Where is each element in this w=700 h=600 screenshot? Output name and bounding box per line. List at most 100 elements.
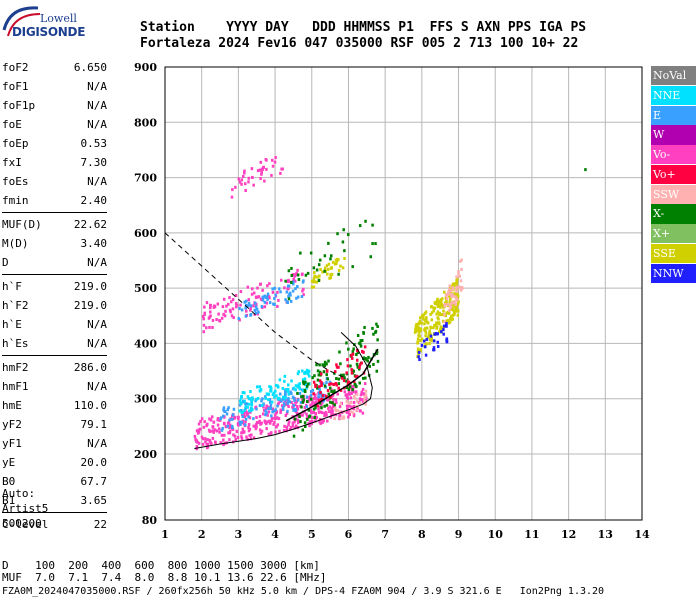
echo-point: [436, 316, 439, 320]
echo-point: [333, 403, 336, 407]
echo-point: [448, 294, 451, 298]
echo-point: [209, 310, 212, 314]
echo-point: [430, 305, 433, 309]
artist-mode: Auto:: [2, 487, 36, 500]
echo-point: [355, 362, 359, 366]
echo-point: [350, 368, 353, 372]
echo-point: [315, 400, 318, 404]
param-value: 79.1: [80, 418, 108, 431]
echo-point: [326, 272, 329, 276]
echo-point: [329, 395, 332, 399]
echo-point: [351, 350, 355, 354]
echo-point: [321, 382, 325, 386]
echo-point: [286, 284, 290, 288]
echo-point: [433, 301, 437, 305]
echo-point: [423, 322, 426, 326]
echo-point: [446, 311, 450, 315]
echo-point: [352, 412, 356, 416]
echo-point: [337, 386, 340, 390]
echo-point: [363, 399, 366, 403]
echo-point: [294, 403, 297, 407]
echo-point: [420, 321, 424, 325]
echo-point: [435, 332, 439, 336]
echo-point: [352, 347, 355, 351]
echo-point: [238, 409, 241, 413]
echo-point: [258, 428, 262, 432]
echo-point: [261, 298, 265, 302]
echo-point: [445, 299, 448, 303]
echo-point: [298, 415, 301, 419]
echo-point: [347, 387, 351, 391]
echo-point: [332, 397, 335, 401]
echo-point: [312, 271, 316, 275]
echo-point: [455, 290, 458, 294]
echo-point: [309, 251, 313, 255]
logo-swoosh-icon: [2, 6, 41, 37]
echo-point: [449, 287, 452, 291]
echo-point: [460, 267, 463, 271]
echo-point: [424, 326, 427, 330]
echo-point: [376, 338, 379, 342]
echo-point: [245, 435, 248, 439]
echo-point: [216, 302, 220, 306]
echo-point: [255, 397, 258, 401]
echo-point: [244, 404, 248, 408]
echo-point: [352, 394, 356, 398]
echo-point: [347, 412, 351, 416]
echo-point: [240, 412, 244, 416]
echo-point: [202, 330, 206, 334]
echo-point: [234, 301, 238, 305]
echo-point: [271, 290, 275, 294]
echo-point: [325, 381, 328, 385]
echo-point: [211, 436, 215, 440]
echo-point: [203, 305, 206, 309]
echo-point: [287, 399, 290, 403]
echo-point: [222, 408, 225, 412]
echo-point: [364, 376, 367, 380]
param-value: 67.7: [80, 475, 108, 488]
echo-point: [285, 425, 289, 429]
echo-point: [283, 424, 286, 428]
echo-point: [274, 293, 277, 297]
echo-point: [355, 353, 358, 357]
echo-point: [301, 397, 304, 401]
echo-point: [317, 407, 320, 411]
echo-point: [435, 302, 439, 306]
echo-point: [424, 310, 428, 314]
echo-point: [345, 404, 349, 408]
echo-point: [443, 304, 446, 308]
echo-point: [238, 307, 241, 311]
echo-point: [359, 393, 363, 397]
echo-point: [376, 325, 379, 329]
echo-point: [245, 309, 248, 313]
echo-point: [251, 397, 254, 401]
echo-point: [267, 410, 271, 414]
echo-point: [364, 393, 368, 397]
echo-point: [361, 376, 365, 380]
x-tick-label: 12: [561, 528, 576, 541]
echo-point: [441, 303, 444, 307]
echo-point: [270, 414, 273, 418]
echo-point: [339, 416, 342, 420]
echo-point: [231, 298, 235, 302]
echo-point: [417, 350, 421, 354]
echo-point: [330, 254, 333, 258]
echo-point: [240, 435, 243, 439]
echo-point: [349, 396, 353, 400]
station-header: Station YYYY DAY DDD HHMMSS P1 FFS S AXN…: [140, 20, 586, 52]
echo-point: [436, 304, 440, 308]
echo-point: [451, 306, 454, 310]
echo-point: [335, 401, 338, 405]
echo-point: [319, 267, 322, 271]
echo-point: [221, 305, 225, 309]
echo-point: [258, 415, 262, 419]
echo-point: [305, 412, 308, 416]
param-label: h`F: [2, 280, 22, 293]
echo-point: [293, 279, 297, 283]
echo-point: [218, 427, 221, 431]
echo-point: [339, 264, 342, 268]
echo-point: [231, 413, 235, 417]
echo-point: [361, 398, 364, 402]
echo-point: [320, 411, 324, 415]
echo-point: [312, 392, 315, 396]
